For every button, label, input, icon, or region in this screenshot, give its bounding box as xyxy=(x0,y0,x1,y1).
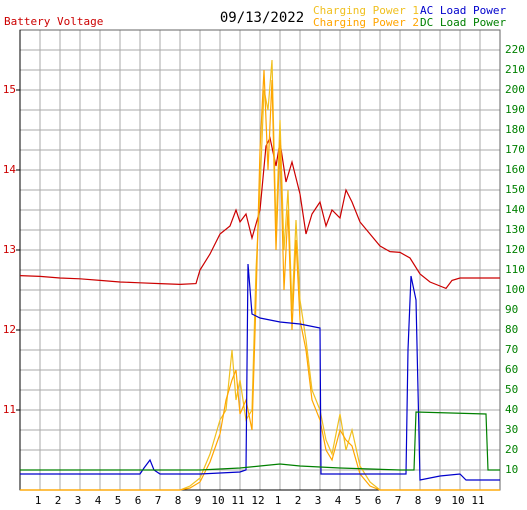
x-tick-label: 11 xyxy=(471,494,484,507)
y2-tick-label: 10 xyxy=(505,463,518,476)
x-tick-label: 7 xyxy=(395,494,402,507)
series-line xyxy=(20,59,500,491)
y2-tick-label: 220 xyxy=(505,43,525,56)
x-tick-label: 3 xyxy=(315,494,322,507)
legend-label: Battery Voltage xyxy=(4,15,103,28)
y2-tick-label: 130 xyxy=(505,223,525,236)
x-tick-label: 1 xyxy=(35,494,42,507)
x-tick-label: 10 xyxy=(451,494,464,507)
y2-tick-label: 60 xyxy=(505,363,518,376)
x-tick-label: 11 xyxy=(231,494,244,507)
chart-title: 09/13/2022 xyxy=(220,10,304,26)
y2-tick-label: 100 xyxy=(505,283,525,296)
y2-tick-label: 190 xyxy=(505,103,525,116)
x-tick-label: 12 xyxy=(251,494,264,507)
x-tick-label: 9 xyxy=(195,494,202,507)
legend-label: AC Load Power xyxy=(420,4,506,17)
series-line xyxy=(20,69,500,491)
y2-tick-label: 180 xyxy=(505,123,525,136)
y2-tick-label: 70 xyxy=(505,343,518,356)
y2-tick-label: 210 xyxy=(505,63,525,76)
y-tick-label: 15 xyxy=(3,83,16,96)
x-tick-label: 2 xyxy=(55,494,62,507)
y2-tick-label: 120 xyxy=(505,243,525,256)
y2-tick-label: 90 xyxy=(505,303,518,316)
y2-tick-label: 40 xyxy=(505,403,518,416)
x-tick-label: 6 xyxy=(135,494,142,507)
x-tick-label: 3 xyxy=(75,494,82,507)
x-tick-label: 5 xyxy=(115,494,122,507)
x-tick-label: 8 xyxy=(175,494,182,507)
y2-tick-label: 80 xyxy=(505,323,518,336)
y2-tick-label: 160 xyxy=(505,163,525,176)
series-line xyxy=(20,411,500,471)
x-tick-label: 6 xyxy=(375,494,382,507)
y2-tick-label: 150 xyxy=(505,183,525,196)
y2-tick-label: 50 xyxy=(505,383,518,396)
x-tick-label: 7 xyxy=(155,494,162,507)
y-tick-label: 13 xyxy=(3,243,16,256)
x-tick-label: 2 xyxy=(295,494,302,507)
x-tick-label: 10 xyxy=(211,494,224,507)
series-line xyxy=(20,263,500,481)
y-tick-label: 14 xyxy=(3,163,17,176)
legend-label: Charging Power 1 xyxy=(313,4,419,17)
y-tick-label: 12 xyxy=(3,323,16,336)
y2-tick-label: 170 xyxy=(505,143,525,156)
x-tick-label: 1 xyxy=(275,494,282,507)
x-tick-label: 4 xyxy=(335,494,342,507)
y-tick-label: 11 xyxy=(3,403,16,416)
x-tick-label: 4 xyxy=(95,494,102,507)
x-tick-label: 9 xyxy=(435,494,442,507)
series-line xyxy=(19,136,500,290)
legend-label: Charging Power 2 xyxy=(313,16,419,29)
y2-tick-label: 20 xyxy=(505,443,518,456)
x-tick-label: 5 xyxy=(355,494,362,507)
y2-tick-label: 110 xyxy=(505,263,525,276)
x-tick-label: 8 xyxy=(415,494,422,507)
legend-label: DC Load Power xyxy=(420,16,506,29)
y2-tick-label: 30 xyxy=(505,423,518,436)
y2-tick-label: 140 xyxy=(505,203,525,216)
y2-tick-label: 200 xyxy=(505,83,525,96)
